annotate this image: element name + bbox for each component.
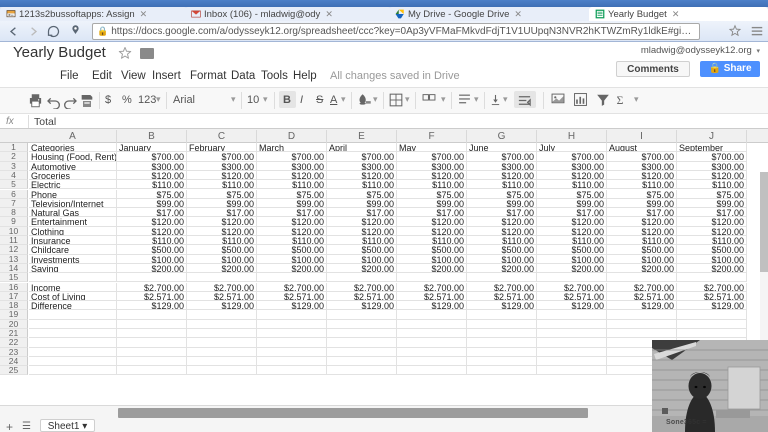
- svg-text:Σ: Σ: [617, 93, 624, 107]
